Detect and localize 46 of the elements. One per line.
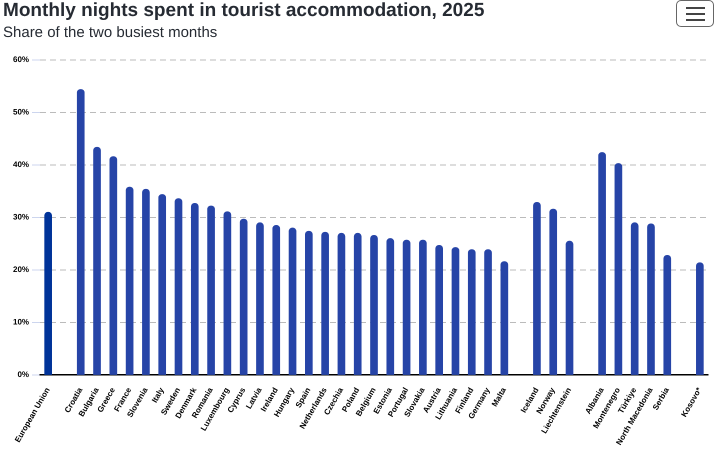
bar (174, 198, 182, 375)
y-tick-label: 40% (12, 160, 30, 170)
bar (207, 206, 215, 375)
bar (158, 194, 166, 375)
bar (272, 225, 280, 375)
bar (44, 212, 52, 375)
bar (256, 222, 264, 375)
y-tick-label: 0% (17, 370, 30, 380)
bar (93, 146, 101, 375)
bar (663, 254, 672, 375)
chart-title: Monthly nights spent in tourist accommodation, 2025 (3, 0, 484, 22)
y-tick-label: 10% (12, 318, 30, 327)
bar (142, 188, 150, 375)
bar (224, 211, 232, 375)
bar (338, 232, 346, 375)
bar (288, 228, 296, 375)
bar (598, 152, 606, 375)
bar (240, 218, 248, 375)
bar (452, 247, 460, 375)
bar (549, 208, 558, 375)
y-tick-label: 60% (12, 55, 30, 64)
bar (386, 238, 394, 375)
bar (468, 249, 476, 375)
bar (533, 202, 541, 375)
y-tick-label: 50% (12, 108, 30, 117)
bar (614, 163, 622, 375)
bar (484, 249, 492, 375)
bar (500, 261, 508, 375)
bar (566, 240, 574, 375)
bar (696, 262, 704, 375)
bar (354, 232, 362, 375)
bar (321, 232, 329, 375)
chart-subtitle: Share of the two busiest months (3, 24, 218, 41)
bar (402, 240, 410, 375)
bar (126, 186, 134, 375)
y-tick-label: 30% (12, 212, 30, 222)
y-tick-label: 20% (12, 265, 30, 274)
bar (305, 230, 313, 375)
bar (190, 202, 199, 375)
bar (435, 244, 444, 375)
bar (76, 89, 85, 375)
bar (647, 223, 655, 375)
bar (419, 240, 427, 375)
bar (370, 235, 378, 375)
bar (630, 222, 639, 375)
bar (110, 156, 118, 375)
